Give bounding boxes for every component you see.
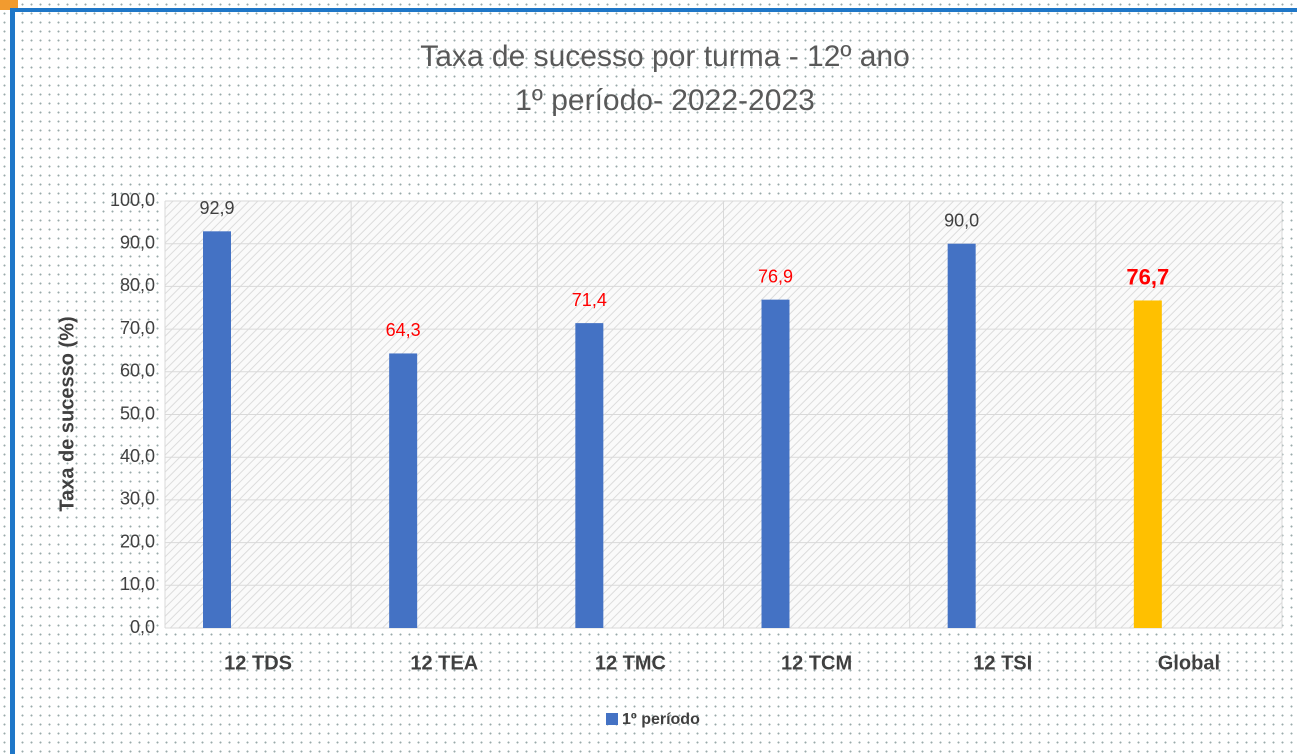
y-tick-label: 50,0 [120,403,155,423]
x-tick-label: 12 TMC [595,652,666,674]
bar [389,353,418,628]
data-label: 76,7 [1126,264,1169,289]
frame-left [10,8,15,754]
chart-subtitle: 1º período- 2022-2023 [515,84,815,117]
y-tick-label: 100,0 [110,190,155,210]
y-tick-label: 60,0 [120,361,155,381]
bar [947,243,976,628]
y-tick-label: 70,0 [120,318,155,338]
y-tick-label: 90,0 [120,232,155,252]
legend-swatch [606,713,618,725]
corner-accent [0,0,18,10]
frame-top [10,8,1297,12]
bar [203,231,231,628]
data-label: 90,0 [944,210,979,230]
bar [761,299,790,628]
y-tick-label: 40,0 [120,446,155,466]
y-tick-label: 30,0 [120,489,155,509]
x-tick-label: 12 TSI [973,652,1032,674]
bar [1133,300,1162,628]
y-tick-label: 10,0 [120,574,155,594]
bar [575,323,604,628]
y-tick-label: 20,0 [120,531,155,551]
data-label: 71,4 [572,290,607,310]
y-tick-label: 0,0 [130,617,155,637]
x-tick-label: 12 TDS [224,652,292,674]
data-label: 64,3 [386,320,421,340]
legend-label: 1º período [622,711,700,728]
y-tick-label: 80,0 [120,275,155,295]
x-tick-label: Global [1158,652,1220,674]
data-label: 92,9 [199,198,234,218]
chart-title: Taxa de sucesso por turma - 12º ano [420,40,910,73]
y-axis-label: Taxa de sucesso (%) [56,316,78,511]
x-tick-label: 12 TCM [781,652,852,674]
x-tick-label: 12 TEA [410,652,478,674]
data-label: 76,9 [758,266,793,286]
